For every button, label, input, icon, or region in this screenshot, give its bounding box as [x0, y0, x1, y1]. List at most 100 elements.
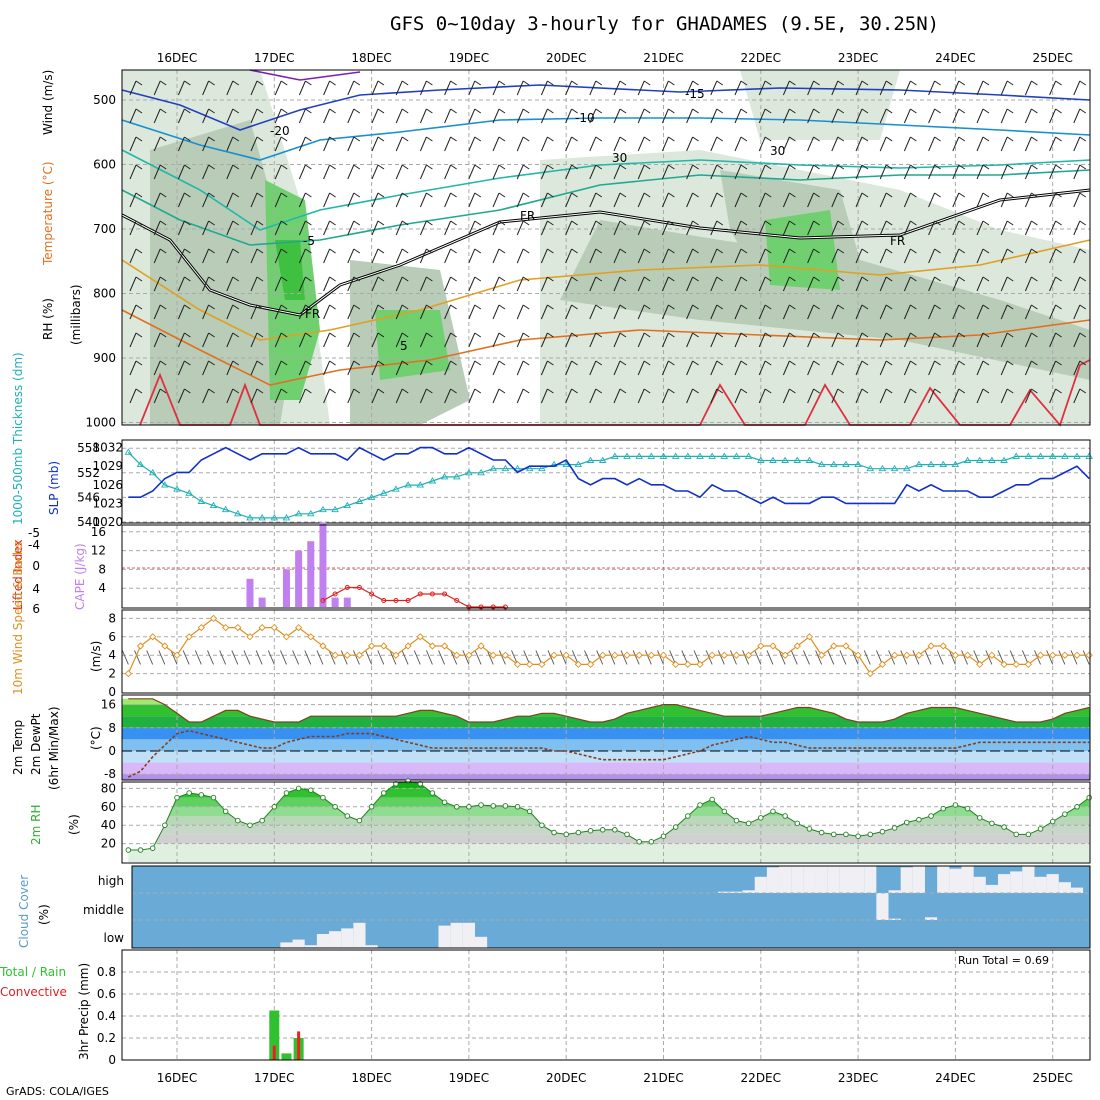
wind-barb — [928, 192, 936, 208]
wind-barb-flag — [135, 192, 143, 198]
rh-marker — [770, 808, 776, 815]
wind-barb-flag — [1031, 192, 1038, 198]
rh-marker — [952, 802, 959, 808]
cloud-bar — [450, 922, 463, 948]
wind-barb-flag — [305, 248, 312, 254]
wind-barb — [1073, 80, 1081, 96]
thickness-marker — [513, 464, 522, 472]
wind-barb-flag — [910, 360, 917, 366]
wind-barb-flag — [571, 332, 578, 338]
wind-barb — [202, 388, 210, 404]
wind-barb — [686, 304, 694, 320]
wind-marker — [659, 651, 668, 659]
wind-barb — [855, 80, 863, 96]
wind-barb — [589, 164, 597, 180]
wind-barb-flag — [692, 220, 699, 226]
wind-barb — [903, 304, 911, 320]
wind-barb-flag — [256, 192, 264, 198]
wind-barb-flag — [401, 388, 409, 394]
wind-barb — [758, 164, 766, 180]
wind-barb-flag — [353, 108, 361, 114]
wind-barb — [444, 248, 452, 264]
wind-barb — [371, 108, 379, 124]
wind-barb — [153, 248, 161, 264]
day-label-top: 25DEC — [1032, 51, 1072, 65]
wind-barb — [492, 136, 500, 152]
cloud-bar — [961, 866, 974, 893]
wind-barb — [194, 650, 202, 665]
wind-barb-flag — [934, 136, 941, 142]
wind-barb-flag — [184, 388, 191, 394]
wind-barb-flag — [982, 304, 990, 310]
cloud-bar — [353, 922, 366, 948]
wind-barb — [492, 276, 500, 292]
wind-barb — [717, 650, 725, 665]
wind-marker — [769, 642, 777, 650]
wind-barb — [371, 220, 379, 236]
wind-barb — [250, 360, 258, 376]
wind-barb-flag — [280, 192, 288, 198]
rh-marker — [162, 822, 168, 828]
upper-rh-label: RH (%) — [41, 298, 55, 340]
thickness-marker — [525, 464, 534, 472]
wind-barb-flag — [256, 136, 264, 142]
wind-barb — [347, 80, 355, 96]
grads-credit: GrADS: COLA/IGES — [6, 1085, 109, 1098]
thickness-marker — [465, 468, 473, 476]
wind-barb — [710, 164, 718, 180]
wind-barb-flag — [159, 164, 167, 170]
rh-marker — [1074, 804, 1080, 810]
wind-barb-flag — [135, 360, 143, 366]
wind-barb — [855, 192, 863, 208]
wind-barb-flag — [716, 164, 724, 170]
wind-barb — [807, 304, 815, 320]
wind-marker — [294, 623, 303, 632]
wind-marker — [781, 651, 789, 659]
wind-barb-flag — [184, 304, 191, 310]
wind-marker — [343, 651, 351, 659]
wind-barb-flag — [668, 80, 675, 86]
wind-barb — [226, 388, 234, 404]
wind-barb-flag — [934, 192, 941, 198]
lifted-index-label: Lifted Index — [11, 539, 25, 610]
wind-barb — [903, 388, 911, 404]
wind-barb-flag — [982, 136, 990, 142]
lifted-tick: 6 — [32, 602, 40, 616]
cloud-label: Cloud Cover — [17, 875, 31, 948]
wind-barb — [589, 304, 597, 320]
wind-barb — [316, 650, 324, 665]
wind-barb-flag — [522, 304, 530, 310]
wind-marker — [222, 623, 230, 632]
wind-barb-flag — [716, 388, 724, 394]
wind-barb — [734, 164, 742, 180]
contour-label: FR — [890, 234, 905, 248]
wind-barb-flag — [159, 136, 167, 142]
wind-barb-flag — [571, 136, 578, 142]
wind-barb-flag — [764, 80, 772, 86]
wind-barb-flag — [305, 108, 312, 114]
wind-barb — [879, 220, 887, 236]
wind-barb-flag — [498, 248, 506, 254]
cape-tick: 4 — [98, 581, 106, 595]
wind-barb-flag — [1079, 276, 1087, 282]
wind-barb-flag — [764, 248, 772, 254]
wind-barb-flag — [498, 192, 506, 198]
wind-marker — [465, 651, 473, 659]
pressure-tick: 700 — [93, 222, 116, 236]
wind-barb — [766, 650, 774, 665]
wind-marker — [477, 642, 485, 650]
wind-barb-flag — [450, 136, 457, 142]
wind-marker — [745, 651, 753, 659]
wind-barb — [1000, 220, 1008, 236]
wind-barb — [903, 332, 911, 348]
rh-marker — [1025, 831, 1032, 838]
wind-barb — [177, 192, 185, 208]
lifted-marker — [344, 585, 350, 590]
wind-barb-flag — [813, 136, 820, 142]
wind-barb-flag — [547, 304, 554, 310]
wind-barb — [1000, 304, 1008, 320]
slp-tick: 1032 — [92, 441, 123, 455]
wind-barb-flag — [353, 276, 361, 282]
wind-barb-flag — [184, 80, 191, 86]
wind-barb — [734, 276, 742, 292]
